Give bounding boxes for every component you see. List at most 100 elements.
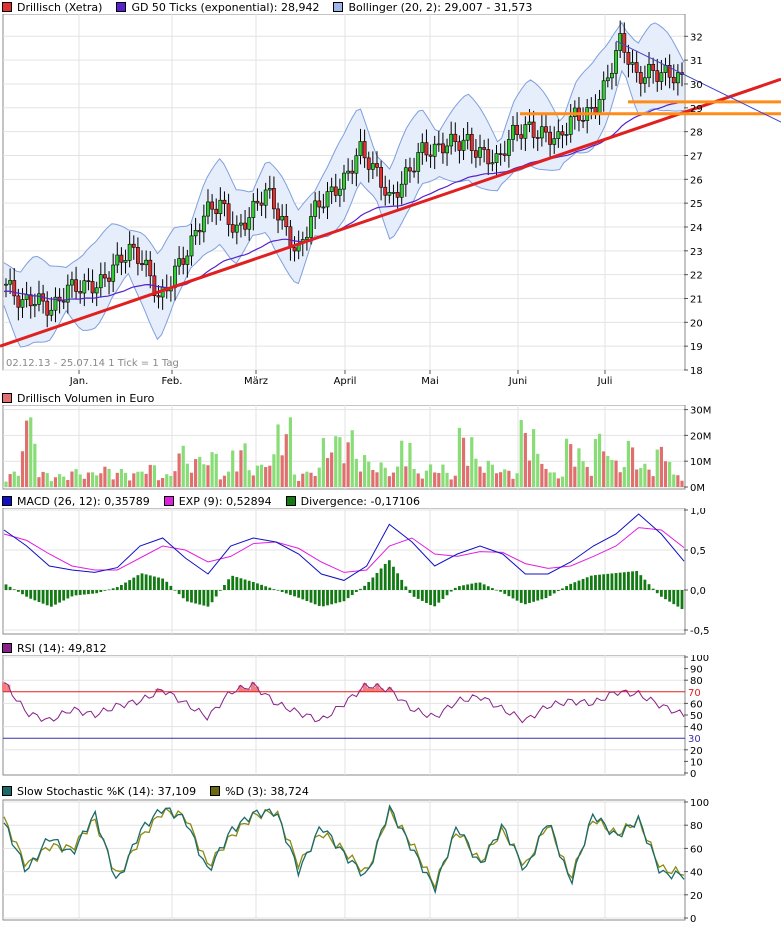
candle (667, 64, 672, 78)
legend-item-ema: GD 50 Ticks (exponential): 28,942 (116, 1, 319, 14)
divergence-bar (284, 590, 288, 594)
price-y-tick-label: 32 (690, 32, 703, 43)
candle (61, 300, 66, 303)
candle (98, 274, 103, 289)
divergence-bar (33, 590, 37, 601)
volume-bar (198, 456, 202, 487)
price-y-tick-label: 22 (690, 271, 703, 282)
candle (185, 255, 190, 265)
volume-bar (33, 443, 37, 487)
divergence-bar (589, 575, 593, 590)
candle (333, 186, 338, 196)
volume-bar (243, 443, 247, 487)
candle (156, 295, 161, 298)
price-chart: 18 19 20 21 22 23 24 25 26 27 28 29 30 31 32 Jan. Feb. M… (0, 14, 781, 387)
volume-bar (659, 446, 663, 487)
range-label: 02.12.13 - 25.07.14 1 Tick = 1 Tag (6, 358, 179, 369)
candle (78, 291, 83, 294)
divergence-bar (202, 590, 206, 606)
volume-y-tick-label: 0M (690, 483, 705, 493)
volume-bar (305, 471, 309, 487)
legend-label-d: %D (3): 38,724 (225, 784, 309, 798)
price-legend: Drillisch (Xetra) GD 50 Ticks (exponenti… (2, 0, 546, 14)
candle (490, 162, 495, 165)
divergence-bar (25, 590, 29, 597)
candle (292, 247, 297, 252)
divergence-bar (152, 576, 156, 590)
divergence-bar (532, 590, 536, 602)
legend-item-macd: MACD (26, 12): 0,35789 (2, 495, 150, 508)
volume-bar (346, 442, 350, 487)
rsi-y-tick-label: 20 (690, 746, 703, 757)
candle (197, 229, 202, 233)
volume-bar (99, 473, 103, 487)
volume-bar (379, 462, 383, 487)
divergence-bar (354, 590, 358, 592)
volume-bar (123, 472, 128, 487)
volume-bar (264, 467, 268, 487)
volume-bar (297, 480, 301, 487)
volume-bar (115, 472, 119, 487)
volume-bar (441, 464, 445, 487)
volume-bar (577, 448, 581, 487)
volume-bar (573, 466, 577, 487)
rsi-y-tick-label: 80 (690, 676, 703, 687)
divergence-bar (552, 590, 556, 594)
volume-bar (53, 477, 58, 487)
candle (366, 157, 371, 170)
divergence-bar (70, 590, 74, 597)
rsi-overbought-fill (375, 683, 380, 692)
candle (148, 259, 153, 277)
rsi-y-tick-label: 100 (690, 655, 709, 664)
divergence-bar (136, 575, 140, 590)
legend-item-exp: EXP (9): 0,52894 (163, 495, 272, 508)
price-x-tick-label: Juni (508, 376, 527, 387)
legend-swatch-exp (163, 496, 174, 506)
volume-bar (62, 476, 66, 487)
price-panel: Drillisch (Xetra) GD 50 Ticks (exponenti… (0, 0, 781, 390)
candle (527, 121, 532, 125)
divergence-bar (573, 582, 577, 590)
candle (267, 188, 272, 191)
volume-y-tick-label: 20M (690, 431, 711, 442)
candle (379, 167, 383, 188)
rsi-y-tick-label: 90 (690, 665, 703, 676)
candle (601, 80, 606, 100)
divergence-bar (235, 577, 239, 590)
divergence-bar (622, 572, 626, 590)
volume-bar (490, 464, 494, 487)
divergence-bar (157, 577, 160, 590)
stoch-y-tick-label: 0 (690, 914, 696, 925)
volume-bar (449, 479, 453, 487)
candle (16, 295, 21, 308)
divergence-bar (140, 573, 144, 590)
divergence-bar (565, 586, 568, 590)
price-y-tick-label: 24 (690, 223, 703, 234)
divergence-bar (8, 586, 12, 590)
volume-bar (66, 480, 70, 487)
candle (412, 170, 416, 173)
volume-y-tick-label: 30M (690, 406, 711, 417)
bollinger-lower (3, 69, 685, 348)
volume-bar (45, 473, 49, 487)
divergence-bar (503, 590, 507, 594)
macd-panel: MACD (26, 12): 0,35789 EXP (9): 0,52894 … (0, 494, 781, 640)
divergence-bar (433, 590, 437, 607)
divergence-bar (342, 590, 346, 602)
volume-bar (210, 452, 214, 487)
candle (111, 264, 116, 282)
candle (614, 50, 618, 74)
volume-bar (482, 472, 486, 487)
candle (502, 153, 507, 156)
divergence-bar (610, 573, 614, 590)
volume-bar (470, 437, 474, 487)
divergence-bar (29, 590, 33, 599)
price-y-tick-label: 23 (690, 247, 703, 258)
volume-bar (507, 470, 511, 487)
volume-bar (181, 445, 185, 487)
candle (630, 62, 635, 65)
volume-legend: Drillisch Volumen in Euro (2, 391, 168, 405)
divergence-bar (120, 585, 123, 590)
divergence-bar (251, 581, 255, 590)
rsi-panel: RSI (14): 49,812 70 30 0 10 20 40 50 60 80 90 100 (0, 641, 781, 781)
